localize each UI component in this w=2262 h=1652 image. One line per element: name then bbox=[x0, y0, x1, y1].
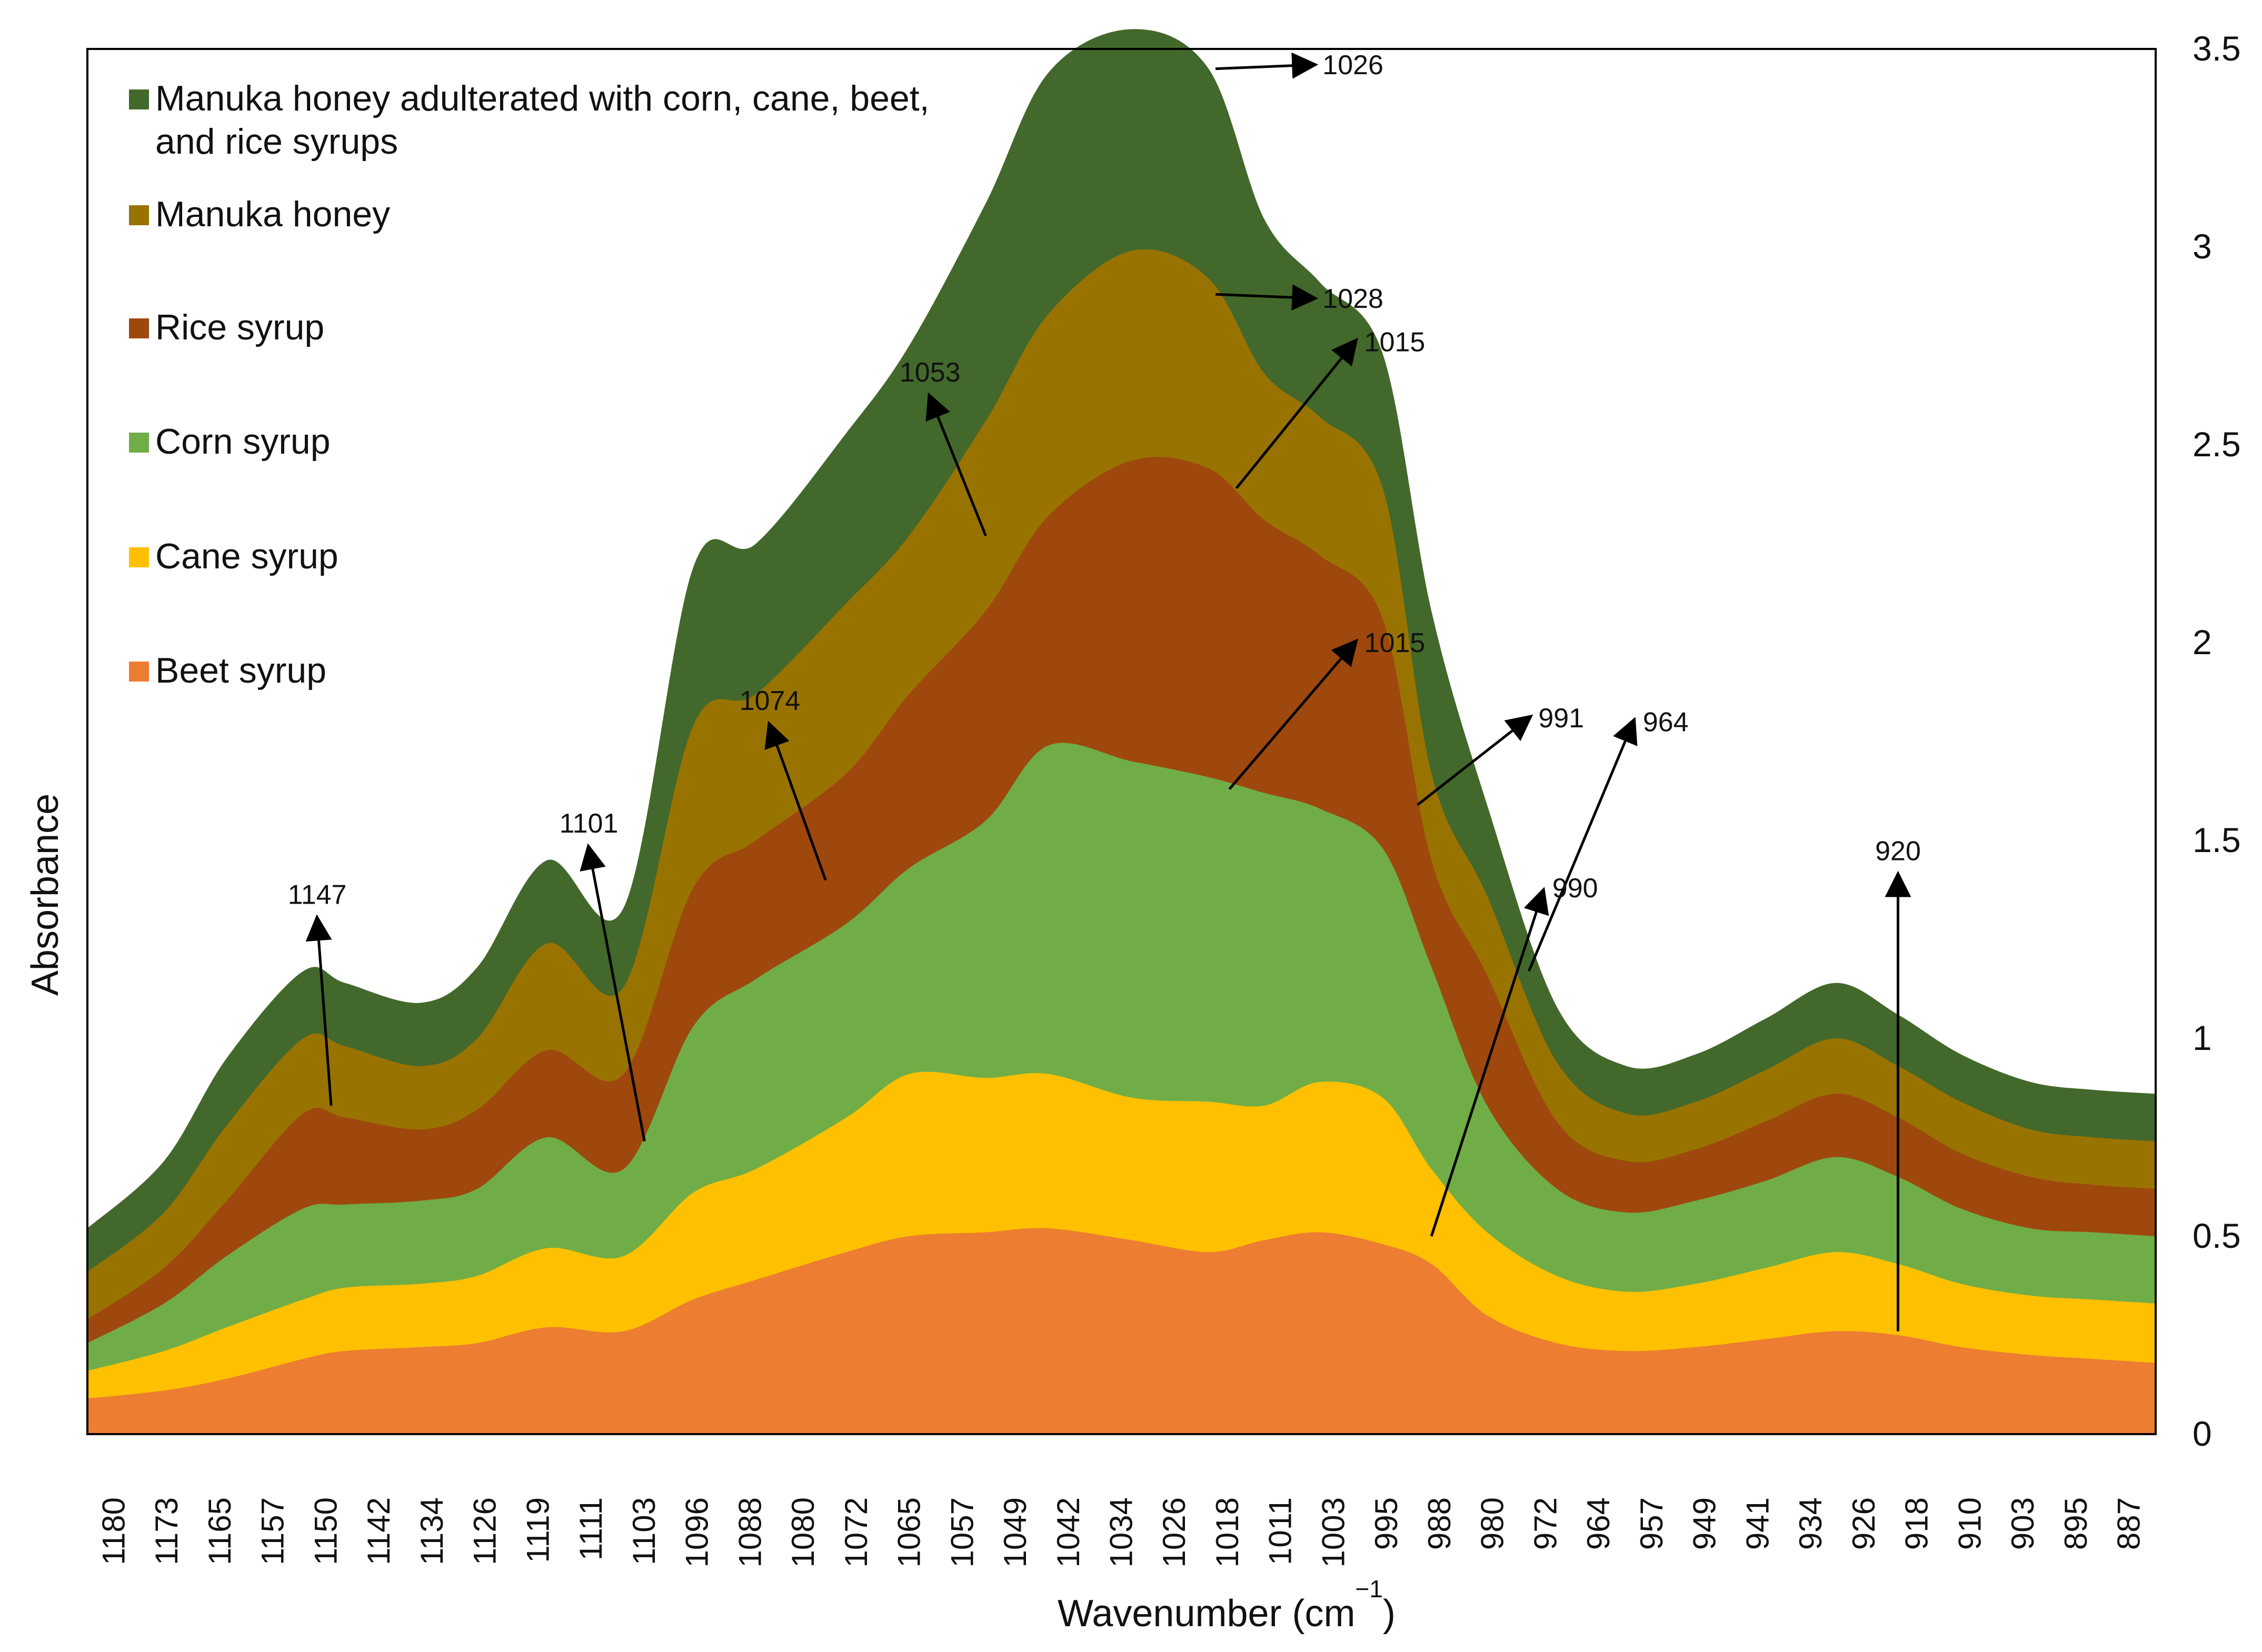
x-tick-label: 1080 bbox=[785, 1497, 821, 1567]
x-tick-label: 941 bbox=[1740, 1497, 1775, 1550]
x-tick-label: 918 bbox=[1899, 1497, 1935, 1550]
x-tick-label: 1134 bbox=[414, 1497, 450, 1565]
x-tick-label: 1088 bbox=[732, 1497, 768, 1567]
x-tick-label: 1096 bbox=[680, 1497, 715, 1567]
x-tick-label: 1065 bbox=[892, 1497, 927, 1567]
x-tick-label: 926 bbox=[1846, 1497, 1881, 1550]
y-tick-label: 3.5 bbox=[2193, 29, 2241, 68]
y-tick-label: 3 bbox=[2193, 227, 2212, 266]
x-tick-label: 988 bbox=[1422, 1497, 1457, 1550]
annotation-label: 1015 bbox=[1364, 327, 1426, 357]
x-tick-label: 1157 bbox=[255, 1497, 291, 1565]
x-tick-label: 995 bbox=[1369, 1497, 1404, 1550]
y-axis-title: Absorbance bbox=[24, 794, 66, 996]
area-series-group bbox=[87, 29, 2156, 1435]
legend: Manuka honey adulterated with corn, cane… bbox=[129, 78, 930, 690]
x-tick-label: 887 bbox=[2111, 1497, 2147, 1550]
x-tick-label: 949 bbox=[1687, 1497, 1722, 1550]
legend-swatch-manuka-honey-adulterated-with-corn-cane-beet-and-rice-syrups bbox=[129, 89, 149, 109]
x-tick-label: 1042 bbox=[1051, 1497, 1086, 1567]
legend-label-rice-syrup: Rice syrup bbox=[155, 307, 324, 347]
annotation-arrow bbox=[764, 720, 827, 881]
x-axis-title-superscript: −1 bbox=[1356, 1575, 1383, 1603]
legend-label-corn-syrup: Corn syrup bbox=[155, 422, 331, 462]
annotation-arrow bbox=[1430, 887, 1549, 1237]
x-tick-label: 1057 bbox=[944, 1497, 980, 1567]
annotation-arrow bbox=[925, 392, 987, 536]
legend-label-manuka-honey: Manuka honey bbox=[155, 194, 390, 234]
annotation-label: 991 bbox=[1538, 703, 1584, 734]
annotation-label: 1101 bbox=[560, 808, 619, 839]
x-tick-label: 903 bbox=[2005, 1497, 2040, 1550]
x-tick-label: 964 bbox=[1581, 1497, 1616, 1550]
y-tick-label: 0.5 bbox=[2193, 1216, 2241, 1255]
x-tick-label: 980 bbox=[1475, 1497, 1510, 1550]
annotation-label: 920 bbox=[1875, 836, 1921, 867]
x-tick-label: 1049 bbox=[998, 1497, 1033, 1567]
x-tick-label: 957 bbox=[1634, 1497, 1669, 1550]
x-tick-label: 1119 bbox=[520, 1497, 555, 1563]
x-tick-label: 1034 bbox=[1104, 1497, 1139, 1567]
annotation-arrow bbox=[580, 843, 646, 1142]
annotation-arrow bbox=[305, 914, 333, 1106]
y-tick-label: 0 bbox=[2193, 1414, 2212, 1453]
x-tick-label: 1126 bbox=[467, 1497, 503, 1565]
x-tick-label: 1003 bbox=[1316, 1497, 1351, 1567]
x-tick-label: 934 bbox=[1793, 1497, 1828, 1550]
annotation-label: 1028 bbox=[1322, 284, 1383, 314]
annotation-label: 1147 bbox=[288, 879, 347, 910]
y-tick-label: 2 bbox=[2193, 623, 2212, 662]
legend-label-cane-syrup: Cane syrup bbox=[155, 536, 338, 576]
x-tick-label: 1180 bbox=[96, 1497, 131, 1565]
y-axis-ticks: 0 0.5 1 1.5 2 2.5 3 3.5 bbox=[2193, 29, 2241, 1453]
x-axis-ticks: 1180 1173 1165 1157 1150 1142 1134 1126 1119 1111… bbox=[96, 1497, 2146, 1567]
legend-swatch-rice-syrup bbox=[129, 318, 149, 338]
legend-swatch-corn-syrup bbox=[129, 433, 149, 453]
legend-swatch-beet-syrup bbox=[129, 662, 149, 682]
annotation-arrow bbox=[1228, 638, 1359, 790]
annotation-label: 1026 bbox=[1322, 50, 1383, 81]
legend-label-manuka-honey-adulterated-with-corn-cane-beet-and-rice-syrups: Manuka honey adulterated with corn, cane… bbox=[155, 78, 930, 162]
annotation-label: 964 bbox=[1643, 707, 1689, 737]
annotation-arrow bbox=[1417, 714, 1533, 806]
x-axis-title: Wavenumber (cm−1) bbox=[1058, 1575, 1396, 1635]
annotation-label: 1015 bbox=[1364, 628, 1426, 658]
x-tick-label: 1072 bbox=[839, 1497, 874, 1567]
legend-swatch-manuka-honey bbox=[129, 205, 149, 225]
y-tick-label: 1.5 bbox=[2193, 820, 2241, 859]
x-axis-title-main: Wavenumber (cm bbox=[1058, 1593, 1355, 1635]
annotations-group: 1026 1028 1015 1053 1074 1015 991 964 990 1101 114… bbox=[288, 50, 1921, 1331]
legend-label-beet-syrup: Beet syrup bbox=[155, 650, 326, 690]
annotation-label: 990 bbox=[1552, 873, 1598, 904]
plot-area-border bbox=[86, 48, 2157, 1435]
legend-swatch-cane-syrup bbox=[129, 547, 149, 567]
x-tick-label: 1011 bbox=[1263, 1497, 1298, 1565]
x-tick-label: 1111 bbox=[573, 1497, 609, 1560]
x-tick-label: 1150 bbox=[308, 1497, 343, 1565]
annotation-arrow bbox=[1215, 284, 1319, 311]
x-tick-label: 1026 bbox=[1157, 1497, 1192, 1567]
y-tick-label: 2.5 bbox=[2193, 425, 2241, 464]
annotation-arrow bbox=[1215, 52, 1319, 79]
x-tick-label: 1103 bbox=[626, 1497, 662, 1565]
x-tick-label: 895 bbox=[2058, 1497, 2094, 1550]
x-tick-label: 1165 bbox=[202, 1497, 237, 1565]
annotation-label: 1053 bbox=[900, 357, 961, 388]
x-tick-label: 1173 bbox=[149, 1497, 184, 1565]
annotation-arrow bbox=[1235, 337, 1358, 489]
x-tick-label: 910 bbox=[1952, 1497, 1987, 1550]
area-beet-syrup bbox=[87, 1228, 2156, 1434]
x-tick-label: 972 bbox=[1528, 1497, 1563, 1550]
x-tick-label: 1018 bbox=[1210, 1497, 1245, 1567]
annotation-label: 1074 bbox=[740, 686, 801, 716]
y-tick-label: 1 bbox=[2193, 1018, 2212, 1057]
x-tick-label: 1142 bbox=[361, 1497, 396, 1565]
x-axis-title-close: ) bbox=[1383, 1593, 1396, 1635]
annotation-arrow bbox=[1528, 717, 1638, 972]
